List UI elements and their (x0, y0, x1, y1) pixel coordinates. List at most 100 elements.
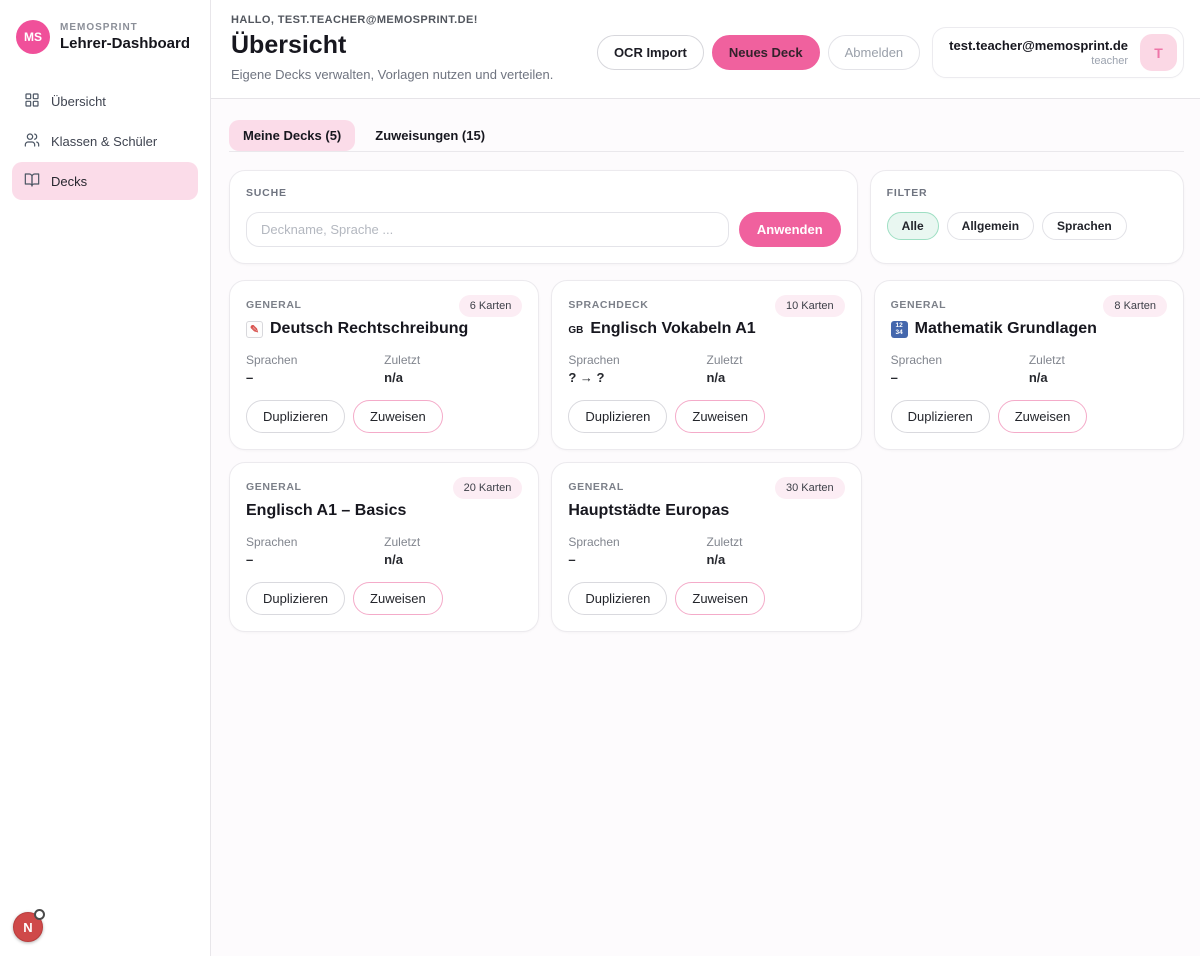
duplicate-button[interactable]: Duplizieren (568, 400, 668, 433)
deck-card: GENERAL 30 Karten Hauptstädte Europas Sp… (551, 462, 862, 632)
last-value: n/a (706, 552, 726, 567)
assign-button[interactable]: Zuweisen (353, 400, 443, 433)
page-header: HALLO, TEST.TEACHER@MEMOSPRINT.DE! Übers… (211, 0, 1200, 99)
filter-chip-alle[interactable]: Alle (886, 212, 939, 240)
sidebar-item-label: Klassen & Schüler (51, 133, 158, 149)
people-icon (24, 132, 40, 151)
assign-button[interactable]: Zuweisen (675, 582, 766, 615)
deck-card-count-badge: 30 Karten (774, 477, 845, 499)
languages-value: ? → ? (568, 370, 605, 385)
header-actions: OCR Import Neues Deck Abmelden test.teac… (596, 27, 1184, 78)
deck-title: ✎ Deutsch Rechtschreibung (246, 320, 522, 338)
languages-label: Sprachen (568, 353, 620, 367)
last-label: Zuletzt (384, 535, 421, 549)
deck-card-count-badge: 20 Karten (452, 477, 523, 499)
languages-label: Sprachen (246, 535, 298, 549)
duplicate-button[interactable]: Duplizieren (246, 582, 346, 615)
filter-chip-sprachen[interactable]: Sprachen (1042, 212, 1127, 240)
main-area: HALLO, TEST.TEACHER@MEMOSPRINT.DE! Übers… (211, 0, 1200, 956)
languages-label: Sprachen (890, 353, 943, 367)
sidebar: MS MEMOSPRINT Lehrer-Dashboard Übersicht… (0, 0, 211, 956)
duplicate-button[interactable]: Duplizieren (890, 400, 990, 433)
languages-label: Sprachen (246, 353, 298, 367)
deck-card-count-badge: 6 Karten (458, 295, 523, 317)
deck-card: GENERAL 6 Karten ✎ Deutsch Rechtschreibu… (229, 280, 540, 450)
last-value: n/a (1028, 370, 1048, 385)
user-chip[interactable]: test.teacher@memosprint.de teacher T (932, 27, 1184, 78)
page-subtitle: Eigene Decks verwalten, Vorlagen nutzen … (231, 67, 554, 82)
gb-flag-icon: GB (568, 324, 584, 336)
assign-button[interactable]: Zuweisen (353, 582, 443, 615)
brand: MS MEMOSPRINT Lehrer-Dashboard (12, 16, 198, 82)
deck-card-count-badge: 10 Karten (774, 295, 845, 317)
deck-title: 12 34 Mathematik Grundlagen (890, 320, 1167, 338)
deck-category: SPRACHDECK (568, 299, 649, 311)
duplicate-button[interactable]: Duplizieren (246, 400, 346, 433)
sidebar-item-label: Decks (51, 173, 88, 189)
languages-value: – (568, 552, 576, 567)
deck-card: GENERAL 8 Karten 12 34 Mathematik Grundla… (873, 280, 1184, 450)
logout-button[interactable]: Abmelden (827, 35, 921, 70)
sidebar-item-uebersicht[interactable]: Übersicht (12, 82, 198, 120)
deck-title: Hauptstädte Europas (568, 502, 730, 519)
numbers-icon: 12 34 (890, 320, 908, 338)
search-label: SUCHE (246, 187, 287, 199)
deck-grid: GENERAL 6 Karten ✎ Deutsch Rechtschreibu… (229, 280, 1184, 632)
last-label: Zuletzt (384, 353, 421, 367)
apply-button[interactable]: Anwenden (738, 212, 841, 247)
ocr-import-button[interactable]: OCR Import (596, 35, 704, 70)
new-deck-button[interactable]: Neues Deck (711, 35, 820, 70)
tab-meine-decks[interactable]: Meine Decks (5) (229, 120, 356, 151)
deck-card-count-badge: 8 Karten (1103, 295, 1167, 317)
duplicate-button[interactable]: Duplizieren (568, 582, 668, 615)
user-role: teacher (1091, 55, 1128, 67)
brand-logo: MS (16, 20, 50, 54)
languages-value: – (890, 370, 898, 385)
dev-tools-button[interactable]: N (13, 909, 45, 942)
last-value: n/a (384, 370, 403, 385)
user-email: test.teacher@memosprint.de (949, 38, 1128, 53)
filter-chip-allgemein[interactable]: Allgemein (946, 212, 1035, 240)
last-label: Zuletzt (706, 535, 743, 549)
last-value: n/a (384, 552, 403, 567)
languages-label: Sprachen (568, 535, 620, 549)
deck-card: SPRACHDECK 10 Karten GB Englisch Vokabel… (551, 280, 862, 450)
deck-category: GENERAL (568, 481, 624, 493)
dev-tools-label: N (23, 919, 33, 935)
assign-button[interactable]: Zuweisen (675, 400, 766, 433)
deck-card: GENERAL 20 Karten Englisch A1 – Basics S… (229, 462, 540, 632)
book-icon (24, 172, 40, 191)
filter-panel: FILTER Alle Allgemein Sprachen (869, 170, 1184, 264)
greeting-text: HALLO, TEST.TEACHER@MEMOSPRINT.DE! (231, 14, 478, 26)
toolbar: SUCHE Anwenden FILTER Alle Allgemein Spr… (229, 170, 1184, 264)
grid-icon (24, 92, 40, 111)
last-label: Zuletzt (1028, 353, 1065, 367)
sidebar-nav: Übersicht Klassen & Schüler Decks (12, 82, 198, 200)
sidebar-item-decks[interactable]: Decks (12, 162, 198, 200)
avatar: T (1140, 34, 1177, 71)
tab-zuweisungen[interactable]: Zuweisungen (15) (375, 128, 486, 143)
assign-button[interactable]: Zuweisen (997, 400, 1088, 433)
tab-bar: Meine Decks (5) Zuweisungen (15) (229, 120, 1184, 152)
dev-tools-badge (34, 909, 45, 920)
languages-value: – (246, 370, 254, 385)
last-label: Zuletzt (706, 353, 743, 367)
brand-subtitle: Lehrer-Dashboard (60, 35, 191, 52)
last-value: n/a (706, 370, 726, 385)
deck-category: GENERAL (246, 481, 302, 493)
content: Meine Decks (5) Zuweisungen (15) SUCHE A… (211, 99, 1200, 632)
filter-label: FILTER (886, 187, 928, 199)
memo-icon: ✎ (246, 320, 263, 338)
brand-name: MEMOSPRINT (60, 22, 138, 33)
search-panel: SUCHE Anwenden (229, 170, 858, 264)
deck-category: GENERAL (890, 299, 947, 311)
deck-title: Englisch A1 – Basics (246, 502, 407, 519)
sidebar-item-klassen-schueler[interactable]: Klassen & Schüler (12, 122, 198, 160)
sidebar-item-label: Übersicht (51, 93, 106, 109)
deck-title: GB Englisch Vokabeln A1 (568, 320, 756, 337)
deck-category: GENERAL (246, 299, 302, 311)
search-input[interactable] (246, 212, 729, 247)
languages-value: – (246, 552, 254, 567)
page-title: Übersicht (231, 31, 347, 59)
